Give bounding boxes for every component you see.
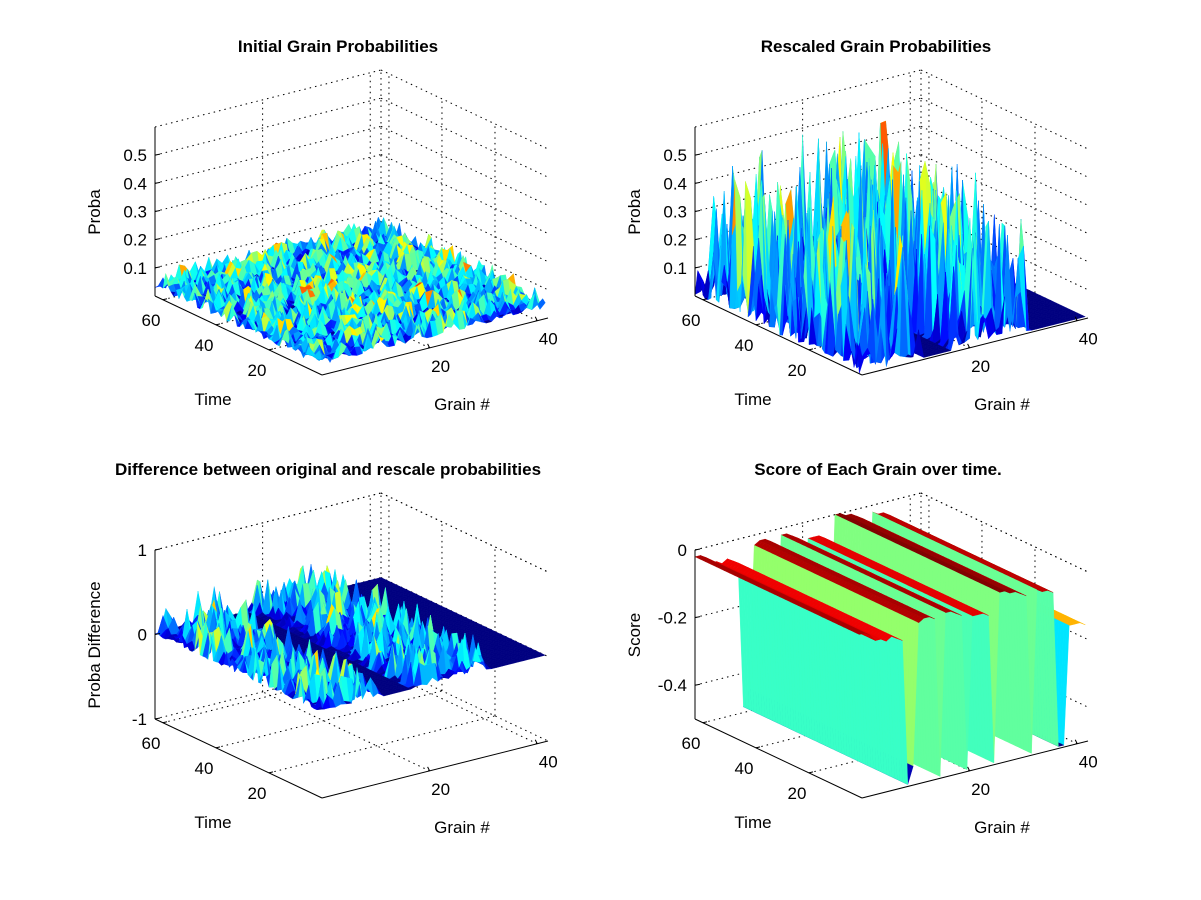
z-tick-label: 0.3 xyxy=(123,203,147,222)
z-tick-label: 0.1 xyxy=(123,259,147,278)
grid-line xyxy=(154,154,382,212)
grain-tick-label: 40 xyxy=(539,330,558,349)
surface xyxy=(154,216,546,364)
grid-line xyxy=(154,182,382,241)
z-tick-label: 0.4 xyxy=(123,174,147,193)
z-tick-label: 0.5 xyxy=(123,146,147,165)
time-axis-label: Time xyxy=(194,390,231,409)
time-tick-label: 40 xyxy=(195,336,214,355)
time-tick-label: 20 xyxy=(248,361,267,380)
grain-tick-label: 20 xyxy=(431,357,450,376)
grid-line xyxy=(154,210,382,269)
grid-line xyxy=(154,97,382,156)
z-tick-label: 0.2 xyxy=(123,231,147,250)
grid-line xyxy=(154,69,382,128)
z-axis-label: Proba xyxy=(85,189,104,235)
chart-title: Initial Grain Probabilities xyxy=(238,37,438,56)
subplot-initial-probabilities: 0.1 0.2 0.3 0.4 0.5 20 40 60 20 40 Time Grain # Prob… xyxy=(85,37,558,414)
time-tick-label: 60 xyxy=(141,311,160,330)
grain-axis-label: Grain # xyxy=(434,395,490,414)
grid-line xyxy=(154,125,382,184)
